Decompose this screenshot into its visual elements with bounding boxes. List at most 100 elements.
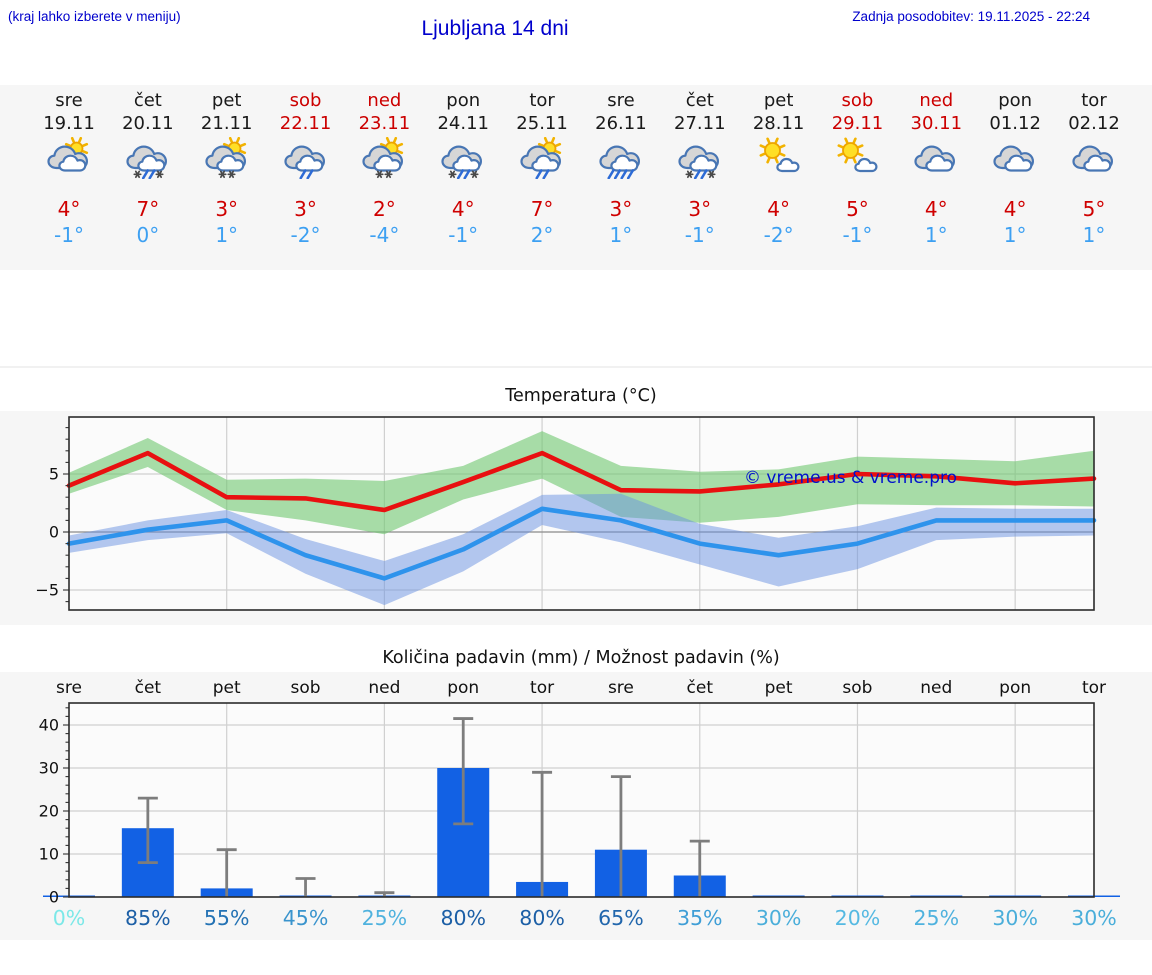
partly-cloudy-icon	[29, 136, 109, 189]
day-date: 26.11	[595, 113, 647, 134]
precip-probability: 45%	[283, 906, 329, 930]
day-high-temp: 7°	[530, 197, 554, 221]
rain-heavy-icon	[581, 137, 661, 189]
y-tick-label: 20	[39, 802, 59, 821]
day-column: pet 21.11 3° 1°	[187, 85, 267, 249]
y-tick-label: 10	[39, 845, 59, 864]
day-high-temp: 3°	[294, 197, 317, 221]
day-name: pet	[763, 90, 794, 111]
day-name: ned	[367, 90, 402, 111]
day-date: 23.11	[358, 113, 411, 134]
precip-day-label: sob	[842, 678, 872, 698]
y-tick-label: 30	[39, 759, 59, 778]
day-name: pon	[998, 90, 1033, 111]
day-high-temp: 3°	[215, 197, 239, 221]
day-low-temp: 1°	[609, 223, 633, 247]
plot-border	[68, 416, 1095, 611]
precip-probability: 35%	[677, 906, 723, 930]
cloudy-icon	[896, 137, 976, 189]
precip-probability: 30%	[756, 906, 802, 930]
precip-day-label: pon	[999, 678, 1031, 698]
day-date: 30.11	[910, 113, 963, 134]
rain-showers-sun-icon	[502, 136, 582, 189]
day-high-temp: 4°	[924, 197, 948, 221]
day-low-temp: 1°	[924, 223, 948, 247]
precip-day-label: ned	[368, 678, 400, 698]
error-bar	[532, 770, 553, 897]
precip-day-label: tor	[530, 678, 554, 698]
day-name: sre	[55, 90, 83, 111]
precip-day-label: sob	[291, 678, 321, 698]
precipitation-chart: sre čet pet sob ned pon tor sre čet pet sob ned pon t…	[0, 672, 1152, 940]
snow-showers-sun-icon	[187, 136, 267, 189]
sleet-icon	[108, 137, 188, 189]
sleet-icon	[423, 137, 503, 189]
precip-probability: 20%	[835, 906, 881, 930]
y-tick-label: 0	[49, 888, 59, 907]
precipitation-chart-title: Količina padavin (mm) / Možnost padavin …	[382, 648, 780, 668]
precip-probability: 65%	[598, 906, 644, 930]
day-column: sre 26.11 3° 1°	[581, 85, 661, 249]
day-low-temp: 0°	[136, 223, 160, 247]
day-low-temp: -1°	[448, 223, 479, 247]
page-title: Ljubljana 14 dni	[421, 17, 569, 40]
cloudy-icon	[1054, 137, 1134, 189]
day-low-temp: -2°	[763, 223, 794, 247]
plot-border	[68, 702, 1095, 898]
day-date: 19.11	[43, 113, 95, 134]
day-low-temp: 2°	[530, 223, 554, 247]
day-name: pet	[211, 90, 242, 111]
precip-day-label: čet	[135, 678, 162, 698]
mostly-sunny-icon	[739, 137, 819, 189]
precip-day-label: sre	[608, 678, 634, 698]
day-column: sre 19.11 4° -1°	[29, 85, 109, 249]
precip-probability: 25%	[362, 906, 408, 930]
precip-plot-area	[69, 703, 1094, 897]
y-tick-label: −5	[35, 581, 59, 600]
precip-day-label: tor	[1082, 678, 1106, 698]
day-low-temp: 1°	[1003, 223, 1027, 247]
precip-probability: 25%	[914, 906, 960, 930]
day-name: sob	[289, 90, 322, 111]
day-column: pet 28.11 4° -2°	[739, 85, 819, 249]
precip-probability: 55%	[204, 906, 250, 930]
day-low-temp: -4°	[369, 223, 400, 247]
day-high-temp: 2°	[373, 197, 396, 221]
temperature-chart: 5 0 −5 © vreme.us & vreme.pro	[0, 411, 1152, 625]
day-name: ned	[919, 90, 954, 111]
day-low-temp: -2°	[290, 223, 321, 247]
day-high-temp: 4°	[1003, 197, 1027, 221]
day-column: sob 22.11 3° -2°	[266, 85, 346, 249]
error-bar	[453, 717, 474, 826]
day-high-temp: 4°	[57, 197, 81, 221]
precip-probability: 80%	[440, 906, 486, 930]
precip-day-label: ned	[920, 678, 952, 698]
day-high-temp: 3°	[609, 197, 633, 221]
error-bar	[689, 839, 710, 897]
sleet-icon	[660, 137, 740, 189]
day-column: čet 20.11 7° 0°	[108, 85, 188, 249]
day-date: 28.11	[752, 113, 805, 134]
mostly-sunny-icon	[817, 137, 897, 189]
day-date: 22.11	[279, 113, 332, 134]
precip-day-label: pet	[765, 678, 793, 698]
day-date: 02.12	[1068, 113, 1120, 134]
day-date: 25.11	[516, 113, 568, 134]
day-high-temp: 7°	[136, 197, 160, 221]
rain-icon	[266, 137, 346, 189]
cloudy-icon	[975, 137, 1055, 189]
max-temp-line	[66, 450, 1097, 513]
precip-probability: 85%	[125, 906, 171, 930]
day-high-temp: 5°	[1082, 197, 1106, 221]
last-update-timestamp: Zadnja posodobitev: 19.11.2025 - 22:24	[852, 9, 1090, 24]
y-tick-label: 5	[49, 465, 59, 484]
precip-day-label: čet	[687, 678, 714, 698]
day-name: tor	[1081, 90, 1107, 111]
day-high-temp: 4°	[767, 197, 790, 221]
day-date: 29.11	[831, 113, 884, 134]
day-name: čet	[133, 90, 162, 111]
day-low-temp: 1°	[215, 223, 239, 247]
error-bar	[216, 848, 237, 897]
precip-day-label: pet	[213, 678, 241, 698]
